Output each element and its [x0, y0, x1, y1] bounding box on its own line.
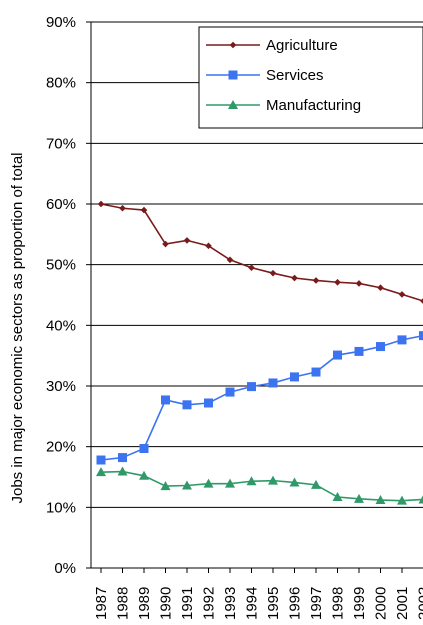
- x-tick-label: 1991: [179, 587, 196, 620]
- y-tick-label: 90%: [46, 14, 76, 31]
- data-point-marker: [140, 444, 149, 453]
- data-point-marker: [204, 398, 213, 407]
- data-point-marker: [183, 400, 192, 409]
- y-tick-label: 50%: [46, 257, 76, 274]
- legend-label: Manufacturing: [266, 97, 361, 114]
- x-tick-label: 1995: [265, 587, 282, 620]
- legend-label: Agriculture: [266, 37, 338, 54]
- data-point-marker: [290, 372, 299, 381]
- data-point-marker: [335, 280, 340, 285]
- data-point-marker: [161, 395, 170, 404]
- y-tick-label: 80%: [46, 75, 76, 92]
- data-point-marker: [313, 278, 318, 283]
- data-point-marker: [419, 331, 423, 340]
- y-axis-title: Jobs in major economic sectors as propor…: [9, 153, 26, 504]
- data-point-marker: [376, 342, 385, 351]
- y-tick-label: 0%: [54, 560, 76, 577]
- series-line: [101, 204, 423, 301]
- series-agriculture: [98, 201, 423, 303]
- series-services: [97, 331, 423, 464]
- series-manufacturing: [96, 467, 423, 505]
- y-tick-label: 40%: [46, 317, 76, 334]
- data-point-marker: [312, 368, 321, 377]
- x-tick-label: 1987: [93, 587, 110, 620]
- y-axis: 0% 10% 20% 30% 40% 50% 60% 70% 80% 90%: [46, 14, 91, 577]
- y-tick-label: 60%: [46, 196, 76, 213]
- legend: Agriculture Services Manufacturing: [199, 27, 423, 128]
- data-point-marker: [333, 351, 342, 360]
- x-tick-label: 1989: [136, 587, 153, 620]
- y-tick-label: 70%: [46, 135, 76, 152]
- data-point-marker: [270, 271, 275, 276]
- data-point-marker: [249, 265, 254, 270]
- data-point-marker: [356, 281, 361, 286]
- y-tick-label: 30%: [46, 378, 76, 395]
- x-tick-label: 2001: [394, 587, 411, 620]
- series-line: [101, 472, 423, 501]
- x-tick-label: 1993: [222, 587, 239, 620]
- data-point-marker: [398, 335, 407, 344]
- data-point-marker: [378, 285, 383, 290]
- data-point-marker: [118, 453, 127, 462]
- data-point-marker: [355, 347, 364, 356]
- data-point-marker: [120, 206, 125, 211]
- x-tick-label: 1994: [244, 587, 261, 620]
- data-point-marker: [269, 378, 278, 387]
- x-tick-label: 2002: [416, 587, 423, 620]
- y-tick-label: 20%: [46, 439, 76, 456]
- x-tick-label: 1988: [115, 587, 132, 620]
- data-point-marker: [184, 238, 189, 243]
- data-point-marker: [97, 456, 106, 465]
- y-tick-label: 10%: [46, 499, 76, 516]
- x-tick-label: 1999: [351, 587, 368, 620]
- data-point-marker: [226, 388, 235, 397]
- data-point-marker: [229, 71, 238, 80]
- series-line: [101, 336, 423, 460]
- x-tick-label: 1997: [308, 587, 325, 620]
- data-point-marker: [247, 382, 256, 391]
- x-tick-label: 1992: [201, 587, 218, 620]
- series-group: [96, 201, 423, 504]
- legend-label: Services: [266, 67, 324, 84]
- data-point-marker: [399, 292, 404, 297]
- x-tick-label: 1996: [287, 587, 304, 620]
- data-point-marker: [98, 201, 103, 206]
- x-tick-label: 2000: [373, 587, 390, 620]
- data-point-marker: [292, 275, 297, 280]
- x-tick-label: 1998: [330, 587, 347, 620]
- x-tick-label: 1990: [158, 587, 175, 620]
